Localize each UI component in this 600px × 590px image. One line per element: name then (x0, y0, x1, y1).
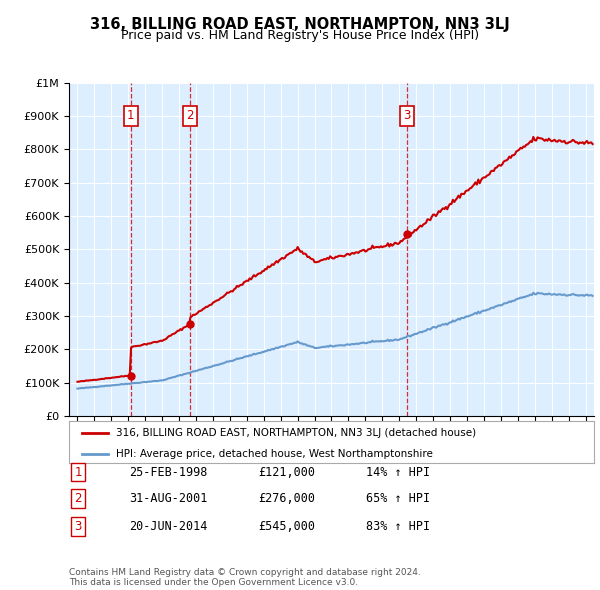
Text: 14% ↑ HPI: 14% ↑ HPI (366, 466, 430, 478)
Text: 1: 1 (127, 109, 134, 123)
Text: HPI: Average price, detached house, West Northamptonshire: HPI: Average price, detached house, West… (116, 449, 433, 459)
Text: 1: 1 (74, 466, 82, 478)
Text: 3: 3 (74, 520, 82, 533)
Text: £545,000: £545,000 (258, 520, 315, 533)
Text: 25-FEB-1998: 25-FEB-1998 (129, 466, 208, 478)
Text: Contains HM Land Registry data © Crown copyright and database right 2024.: Contains HM Land Registry data © Crown c… (69, 568, 421, 577)
Text: 2: 2 (187, 109, 194, 123)
Text: £276,000: £276,000 (258, 492, 315, 505)
Text: 316, BILLING ROAD EAST, NORTHAMPTON, NN3 3LJ (detached house): 316, BILLING ROAD EAST, NORTHAMPTON, NN3… (116, 428, 476, 438)
Text: 3: 3 (404, 109, 411, 123)
Text: 65% ↑ HPI: 65% ↑ HPI (366, 492, 430, 505)
Text: 83% ↑ HPI: 83% ↑ HPI (366, 520, 430, 533)
Text: 31-AUG-2001: 31-AUG-2001 (129, 492, 208, 505)
Text: 2: 2 (74, 492, 82, 505)
Text: £121,000: £121,000 (258, 466, 315, 478)
Text: 316, BILLING ROAD EAST, NORTHAMPTON, NN3 3LJ: 316, BILLING ROAD EAST, NORTHAMPTON, NN3… (90, 17, 510, 31)
Text: This data is licensed under the Open Government Licence v3.0.: This data is licensed under the Open Gov… (69, 578, 358, 587)
Text: 20-JUN-2014: 20-JUN-2014 (129, 520, 208, 533)
Text: Price paid vs. HM Land Registry's House Price Index (HPI): Price paid vs. HM Land Registry's House … (121, 30, 479, 42)
